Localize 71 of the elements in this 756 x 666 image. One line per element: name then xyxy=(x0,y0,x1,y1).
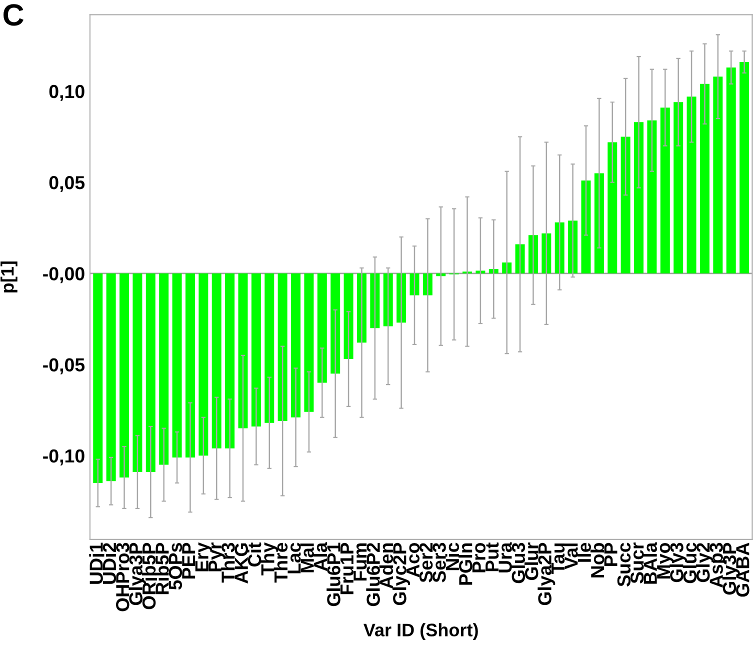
x-tick-label: Ser3 xyxy=(432,542,446,582)
bar xyxy=(93,273,103,483)
x-tick-label: Ala xyxy=(313,542,328,571)
y-axis-title: p[1] xyxy=(0,262,18,292)
x-tick-label: AKG xyxy=(234,543,248,584)
x-tick-label: Pro xyxy=(472,542,486,572)
y-tick-label: -0,00 xyxy=(43,267,84,284)
x-tick-label: Succ xyxy=(617,542,631,587)
x-tick-label: Sucr xyxy=(630,542,644,584)
x-tick-label: Val xyxy=(564,544,578,570)
x-tick-label: BAla xyxy=(643,542,657,584)
bar xyxy=(198,273,208,456)
y-tick-label: -0,05 xyxy=(43,358,85,374)
x-tick-label: Fum xyxy=(354,543,367,581)
bar xyxy=(647,120,657,274)
x-tick-label: PGln xyxy=(458,543,472,585)
bar xyxy=(264,273,274,423)
bar xyxy=(674,102,684,274)
bar xyxy=(238,273,248,428)
x-tick-label: Ser2 xyxy=(419,542,433,582)
x-tick-label: Cit xyxy=(247,542,262,566)
x-tick-label: Mal xyxy=(300,544,314,572)
bar xyxy=(132,273,142,472)
x-tick-label: Lac xyxy=(288,542,301,574)
x-tick-label: Rib5P xyxy=(155,542,169,594)
bar xyxy=(172,273,182,458)
bar xyxy=(120,273,130,478)
x-tick-label: UDi1 xyxy=(89,542,103,584)
x-tick-label: Glu3 xyxy=(511,542,526,584)
bar xyxy=(713,76,723,274)
bar xyxy=(225,273,235,448)
bar xyxy=(608,142,618,274)
bar xyxy=(620,136,630,274)
x-tick-label: Put xyxy=(486,542,499,572)
x-tick-label: UDi2 xyxy=(102,542,116,584)
x-tick-label: Glur xyxy=(524,542,538,580)
x-tick-label: OHPro3 xyxy=(116,542,130,612)
x-tick-label: Fru1P xyxy=(340,542,354,594)
bar xyxy=(726,67,736,274)
x-tick-label: PP xyxy=(604,542,618,566)
bar xyxy=(344,273,354,360)
bar xyxy=(304,273,314,412)
bar xyxy=(660,108,670,274)
y-tick-label: -0,10 xyxy=(43,449,84,466)
x-tick-label: Aden xyxy=(379,543,394,589)
bar xyxy=(212,273,222,448)
x-tick-label: PEP xyxy=(182,542,196,579)
x-axis-title: Var ID (Short) xyxy=(364,623,478,640)
bar xyxy=(278,273,288,422)
x-tick-label: 5OPs xyxy=(168,543,182,590)
bar xyxy=(700,84,710,274)
x-tick-label: Ile xyxy=(577,542,592,562)
bar xyxy=(251,273,261,426)
x-tick-label: Nob xyxy=(590,543,604,578)
bar xyxy=(146,273,156,472)
x-tick-label: Glu6P2 xyxy=(366,542,380,606)
bar xyxy=(185,273,195,458)
y-tick-label: 0,10 xyxy=(49,84,84,101)
bar xyxy=(686,96,696,274)
bar xyxy=(581,180,591,274)
chart-title: C xyxy=(4,4,24,26)
bar xyxy=(634,122,644,274)
bar xyxy=(291,273,301,418)
y-tick-label: 0,05 xyxy=(49,176,85,192)
bar xyxy=(740,62,750,274)
bar xyxy=(106,273,116,482)
bar xyxy=(317,273,327,383)
bar xyxy=(159,273,169,465)
x-tick-label: Glu6P1 xyxy=(326,542,340,606)
x-tick-label: Ura xyxy=(498,542,512,572)
x-tick-label: Nic xyxy=(445,542,460,570)
